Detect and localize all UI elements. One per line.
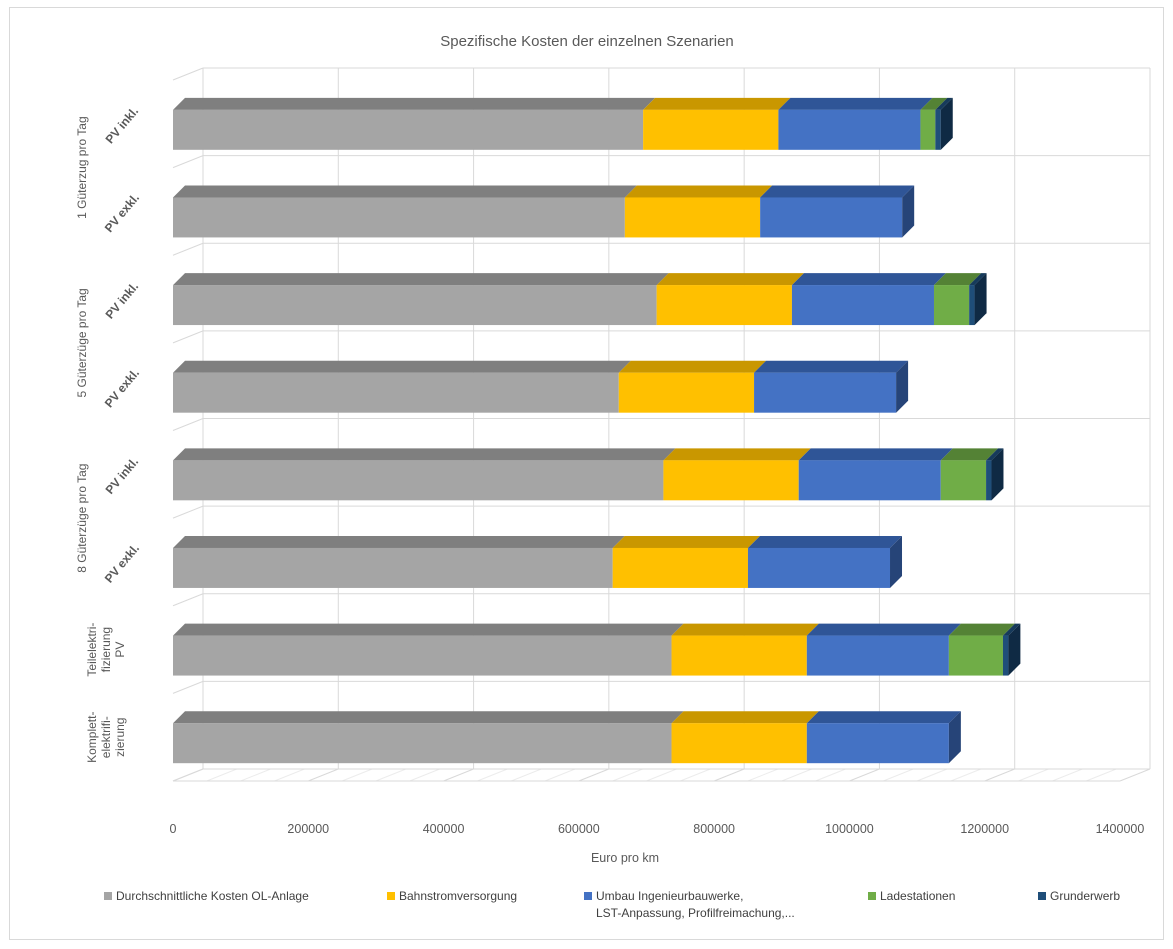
category-label: fizierung: [99, 627, 113, 672]
bar-segment: [798, 448, 953, 501]
subcategory-label: PV exkl.: [102, 191, 142, 235]
x-tick-label: 600000: [558, 822, 600, 836]
bar-segment: [791, 273, 946, 326]
category-label: 1 Güterzug pro Tag: [75, 116, 89, 219]
bar-segment: [671, 623, 819, 676]
bar-segment: [173, 185, 637, 238]
bar-segment: [173, 360, 631, 413]
category-label: 8 Güterzüge pro Tag: [75, 464, 89, 573]
bar-segment: [948, 623, 1015, 676]
bar-segment: [986, 448, 1004, 501]
bar-segment: [173, 535, 625, 588]
subcategory-label: PV inkl.: [103, 455, 142, 497]
subcategory-label: PV exkl.: [102, 541, 142, 585]
category-label: zierung: [113, 718, 127, 757]
x-tick-label: 800000: [693, 822, 735, 836]
bar-segment: [173, 623, 684, 676]
legend-label: LST-Anpassung, Profilfreimachung,...: [596, 906, 795, 920]
x-tick-label: 0: [170, 822, 177, 836]
category-labels: 1 Güterzug pro Tag 5 Güterzüge pro Tag 8 G…: [75, 104, 142, 763]
bar-segment: [671, 711, 819, 764]
bar-segment: [173, 711, 684, 764]
bar-segment: [806, 711, 961, 764]
bar-segment: [747, 535, 903, 588]
legend-label: Grunderwerb: [1050, 889, 1120, 903]
category-label: Komplett-: [85, 712, 99, 763]
bar-segment: [760, 185, 915, 238]
bar-segment: [173, 448, 676, 501]
x-tick-label: 200000: [287, 822, 329, 836]
bars: [173, 97, 1021, 764]
category-label: elektrifi-: [99, 716, 113, 758]
bar-segment: [173, 97, 656, 150]
legend: Durchschnittliche Kosten OL-Anlage Bahnst…: [104, 889, 1120, 920]
bar-segment: [1002, 623, 1021, 676]
bar-segment: [173, 273, 669, 326]
chart-title: Spezifische Kosten der einzelnen Szenari…: [440, 33, 734, 50]
bar-segment: [933, 273, 982, 326]
bar-segment: [806, 623, 961, 676]
legend-label: Bahnstromversorgung: [399, 889, 517, 903]
legend-label: Ladestationen: [880, 889, 955, 903]
bar-segment: [935, 97, 953, 150]
subcategory-label: PV exkl.: [102, 366, 142, 410]
bar-segment: [969, 273, 987, 326]
bar-segment: [618, 360, 767, 413]
legend-item: Durchschnittliche Kosten OL-Anlage: [104, 889, 309, 903]
subcategory-label: PV inkl.: [103, 104, 142, 146]
category-label: Teilelektri-: [85, 623, 99, 677]
subcategory-label: PV inkl.: [103, 279, 142, 321]
legend-item: Ladestationen: [868, 889, 955, 903]
legend-label: Umbau Ingenieurbauwerke,: [596, 889, 743, 903]
x-tick-label: 1400000: [1096, 822, 1145, 836]
bar-segment: [624, 185, 773, 238]
x-tick-label: 400000: [423, 822, 465, 836]
x-tick-label: 1200000: [960, 822, 1009, 836]
category-label: 5 Güterzüge pro Tag: [75, 288, 89, 397]
bar-segment: [754, 360, 909, 413]
bar-segment: [643, 97, 791, 150]
bar-segment: [656, 273, 804, 326]
x-tick-label: 1000000: [825, 822, 874, 836]
bar-segment: [663, 448, 811, 501]
chart-area: Spezifische Kosten der einzelnen Szenari…: [9, 7, 1164, 940]
legend-item: Umbau Ingenieurbauwerke, LST-Anpassung, P…: [584, 889, 795, 920]
legend-label: Durchschnittliche Kosten OL-Anlage: [116, 889, 309, 903]
bar-segment: [612, 535, 760, 588]
legend-item: Bahnstromversorgung: [387, 889, 517, 903]
bar-segment: [940, 448, 999, 501]
x-tick-labels: 0 200000 400000 600000 800000 1000000 1200000 1…: [170, 822, 1145, 836]
chart-svg: Spezifische Kosten der einzelnen Szenari…: [75, 33, 1151, 920]
category-label: PV: [113, 642, 127, 658]
x-axis-label: Euro pro km: [591, 851, 659, 865]
legend-item: Grunderwerb: [1038, 889, 1120, 903]
bar-segment: [920, 97, 948, 150]
bar-segment: [778, 97, 933, 150]
